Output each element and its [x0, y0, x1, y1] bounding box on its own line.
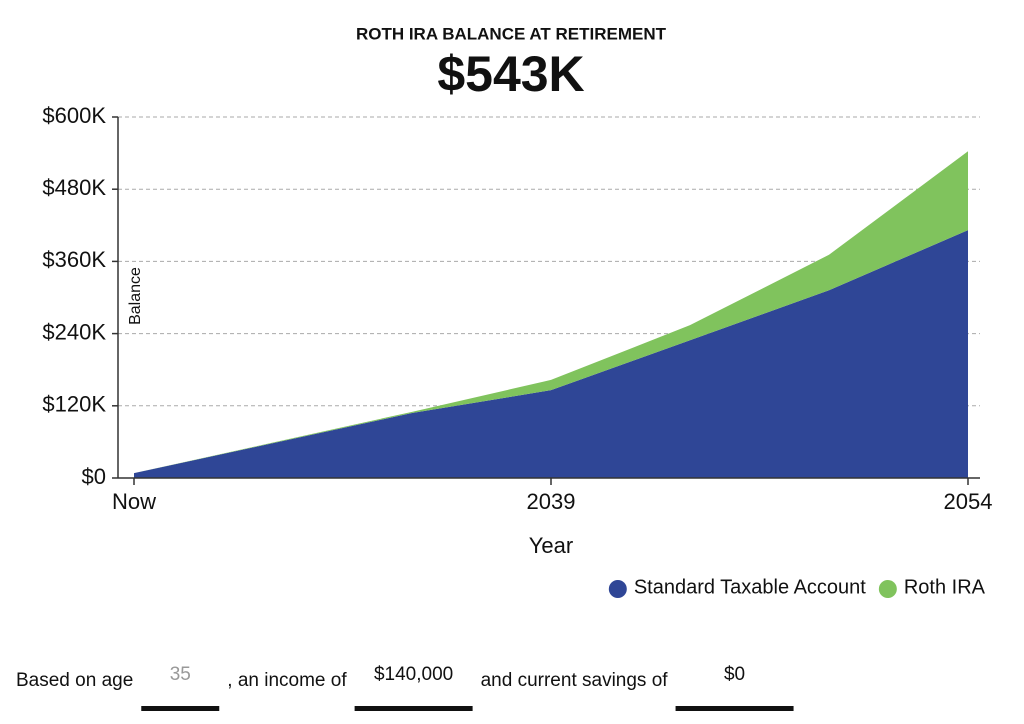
form-input[interactable]: 35 — [170, 664, 191, 685]
x-axis-label: Year — [529, 533, 573, 558]
x-tick-label: 2054 — [944, 489, 993, 514]
form-label: Based on age — [16, 670, 133, 691]
form-input-underline[interactable] — [141, 706, 220, 711]
form-input[interactable]: $0 — [724, 664, 745, 685]
chart-subtitle: $543K — [437, 46, 584, 102]
form-label: and current savings of — [481, 670, 669, 691]
y-tick-label: $480K — [42, 175, 106, 200]
legend-label: Roth IRA — [904, 576, 986, 598]
chart-title: ROTH IRA BALANCE AT RETIREMENT — [356, 24, 667, 43]
y-tick-label: $120K — [42, 392, 106, 417]
form-input-underline[interactable] — [675, 706, 794, 711]
legend-marker — [878, 580, 897, 598]
legend-label: Standard Taxable Account — [634, 576, 866, 598]
y-tick-label: $0 — [82, 464, 106, 489]
x-tick-label: 2039 — [527, 489, 576, 514]
form-input-underline[interactable] — [354, 706, 473, 711]
x-tick-label: Now — [112, 489, 156, 514]
y-tick-label: $360K — [42, 247, 106, 272]
form-input[interactable]: $140,000 — [374, 664, 453, 685]
y-axis-label: Balance — [127, 267, 144, 325]
area — [134, 230, 968, 478]
form-label: , an income of — [227, 670, 347, 691]
y-tick-label: $600K — [42, 103, 106, 128]
legend-marker — [608, 580, 627, 598]
y-tick-label: $240K — [42, 319, 106, 344]
